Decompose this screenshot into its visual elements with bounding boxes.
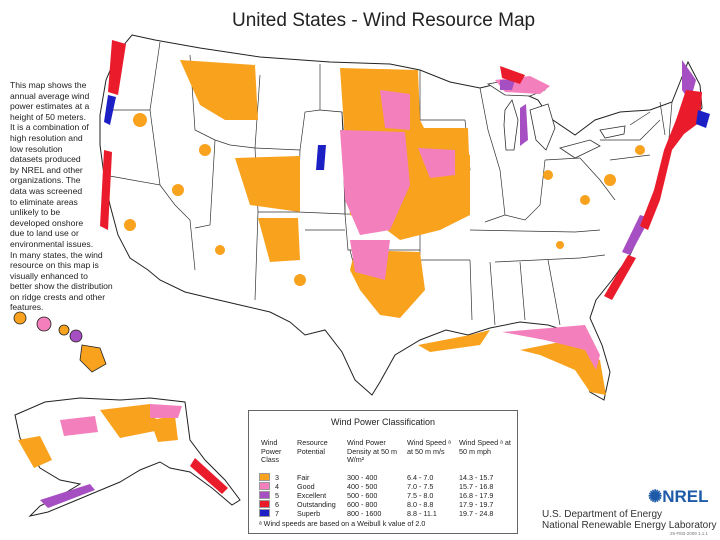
description-line: developed onshore	[10, 217, 84, 228]
legend-class: 6	[275, 500, 279, 509]
conus-map	[99, 34, 710, 401]
legend-row-class-3: 3 Fair 300 - 400 6.4 - 7.0 14.3 - 15.7	[259, 473, 511, 482]
legend-speed-ms: 7.5 - 8.0	[407, 491, 434, 500]
map-code: 25-FEB-2009 1.1.1	[670, 531, 709, 536]
legend-header-speed-ms: Wind Speed ᵃ at 50 m m/s	[407, 438, 451, 456]
nrel-sun-icon: ✺	[648, 487, 663, 506]
description-line: features.	[10, 302, 44, 313]
legend-speed-mph: 16.8 - 17.9	[459, 491, 494, 500]
nrel-logo: ✺NREL	[648, 487, 709, 507]
description-line: high resolution and	[10, 132, 83, 143]
legend-swatch	[259, 473, 270, 481]
legend-speed-mph: 17.9 - 19.7	[459, 500, 494, 509]
description-line: visually enhanced to	[10, 270, 88, 281]
description-line: due to land use or	[10, 228, 79, 239]
hawaii-island-oahu	[36, 316, 52, 332]
legend-class: 5	[275, 491, 279, 500]
legend-speed-ms: 8.8 - 11.1	[407, 509, 437, 518]
alaska-class-5	[40, 484, 95, 508]
legend-potential: Outstanding	[297, 500, 336, 509]
agency-line: U.S. Department of Energy	[542, 509, 663, 520]
legend-footnote: ᵃ Wind speeds are based on a Weibull k v…	[259, 519, 426, 528]
description-line: datasets produced	[10, 154, 81, 165]
description-line: by NREL and other	[10, 164, 83, 175]
description-line: height of 50 meters.	[10, 111, 86, 122]
speckle-areas	[124, 113, 645, 286]
legend-header-speed-mph: Wind Speed ᵃ at 50 m mph	[459, 438, 511, 456]
description-line: low resolution	[10, 143, 63, 154]
legend-row-class-7: 7 Superb 800 - 1600 8.8 - 11.1 19.7 - 24…	[259, 509, 511, 518]
description-line: to eliminate areas	[10, 196, 78, 207]
legend-row-class-4: 4 Good 400 - 500 7.0 - 7.5 15.7 - 16.8	[259, 482, 511, 491]
hawaii-island-maui	[69, 329, 83, 343]
description-line: unlikely to be	[10, 207, 61, 218]
nrel-logo-text: NREL	[662, 487, 709, 506]
class-7-areas	[104, 95, 710, 170]
legend-density: 300 - 400	[347, 473, 378, 482]
legend-potential: Excellent	[297, 491, 327, 500]
legend-header-class: Wind Power Class	[261, 438, 282, 465]
map-title: United States - Wind Resource Map	[232, 10, 536, 31]
legend-potential: Good	[297, 482, 315, 491]
description-line: It is a combination of	[10, 122, 89, 133]
description-line: This map shows the	[10, 80, 87, 90]
legend-row-class-6: 6 Outstanding 600 - 800 8.0 - 8.8 17.9 -…	[259, 500, 511, 509]
description-line: power estimates at a	[10, 101, 90, 112]
alaska-class-4	[60, 404, 182, 436]
legend-swatch	[259, 509, 270, 517]
description-line: resource on this map is	[10, 260, 99, 271]
agency-credit: U.S. Department of Energy National Renew…	[542, 509, 717, 531]
alaska-class-3	[18, 404, 178, 468]
map-description: This map shows the annual average wind p…	[10, 80, 122, 313]
description-line: organizations. The	[10, 175, 81, 186]
legend-density: 500 - 600	[347, 491, 378, 500]
legend-swatch	[259, 500, 270, 508]
legend-speed-ms: 7.0 - 7.5	[407, 482, 434, 491]
legend-speed-mph: 14.3 - 15.7	[459, 473, 494, 482]
hawaii-inset	[13, 311, 107, 373]
legend-row-class-5: 5 Excellent 500 - 600 7.5 - 8.0 16.8 - 1…	[259, 491, 511, 500]
legend-header-density: Wind Power Density at 50 m W/m²	[347, 438, 397, 465]
legend-header-potential: Resource Potential	[297, 438, 328, 456]
description-line: environmental issues.	[10, 238, 94, 249]
legend-potential: Fair	[297, 473, 310, 482]
agency-line: National Renewable Energy Laboratory	[542, 520, 717, 531]
legend-class: 3	[275, 473, 279, 482]
description-line: data was screened	[10, 185, 83, 196]
alaska-inset	[14, 397, 241, 517]
description-line: In many states, the wind	[10, 249, 103, 260]
legend-density: 800 - 1600	[347, 509, 382, 518]
class-6-areas	[100, 40, 702, 300]
alaska-class-6	[190, 458, 228, 494]
hawaii-island-kauai	[13, 311, 27, 325]
description-line: better show the distribution	[10, 281, 113, 292]
legend-speed-ms: 8.0 - 8.8	[407, 500, 434, 509]
legend-potential: Superb	[297, 509, 321, 518]
hawaii-island-molokai	[58, 324, 70, 336]
legend-class: 7	[275, 509, 279, 518]
class-4-areas	[340, 76, 600, 370]
legend-swatch	[259, 491, 270, 499]
wind-power-legend: Wind Power Classification Wind Power Cla…	[248, 410, 518, 534]
description-line: annual average wind	[10, 90, 90, 101]
legend-density: 600 - 800	[347, 500, 378, 509]
legend-density: 400 - 500	[347, 482, 378, 491]
legend-speed-mph: 15.7 - 16.8	[459, 482, 494, 491]
description-line: on ridge crests and other	[10, 291, 106, 302]
hawaii-island-big	[79, 344, 107, 373]
legend-swatch	[259, 482, 270, 490]
legend-class: 4	[275, 482, 279, 491]
legend-title: Wind Power Classification	[330, 417, 436, 427]
legend-speed-mph: 19.7 - 24.8	[459, 509, 494, 518]
legend-speed-ms: 6.4 - 7.0	[407, 473, 434, 482]
